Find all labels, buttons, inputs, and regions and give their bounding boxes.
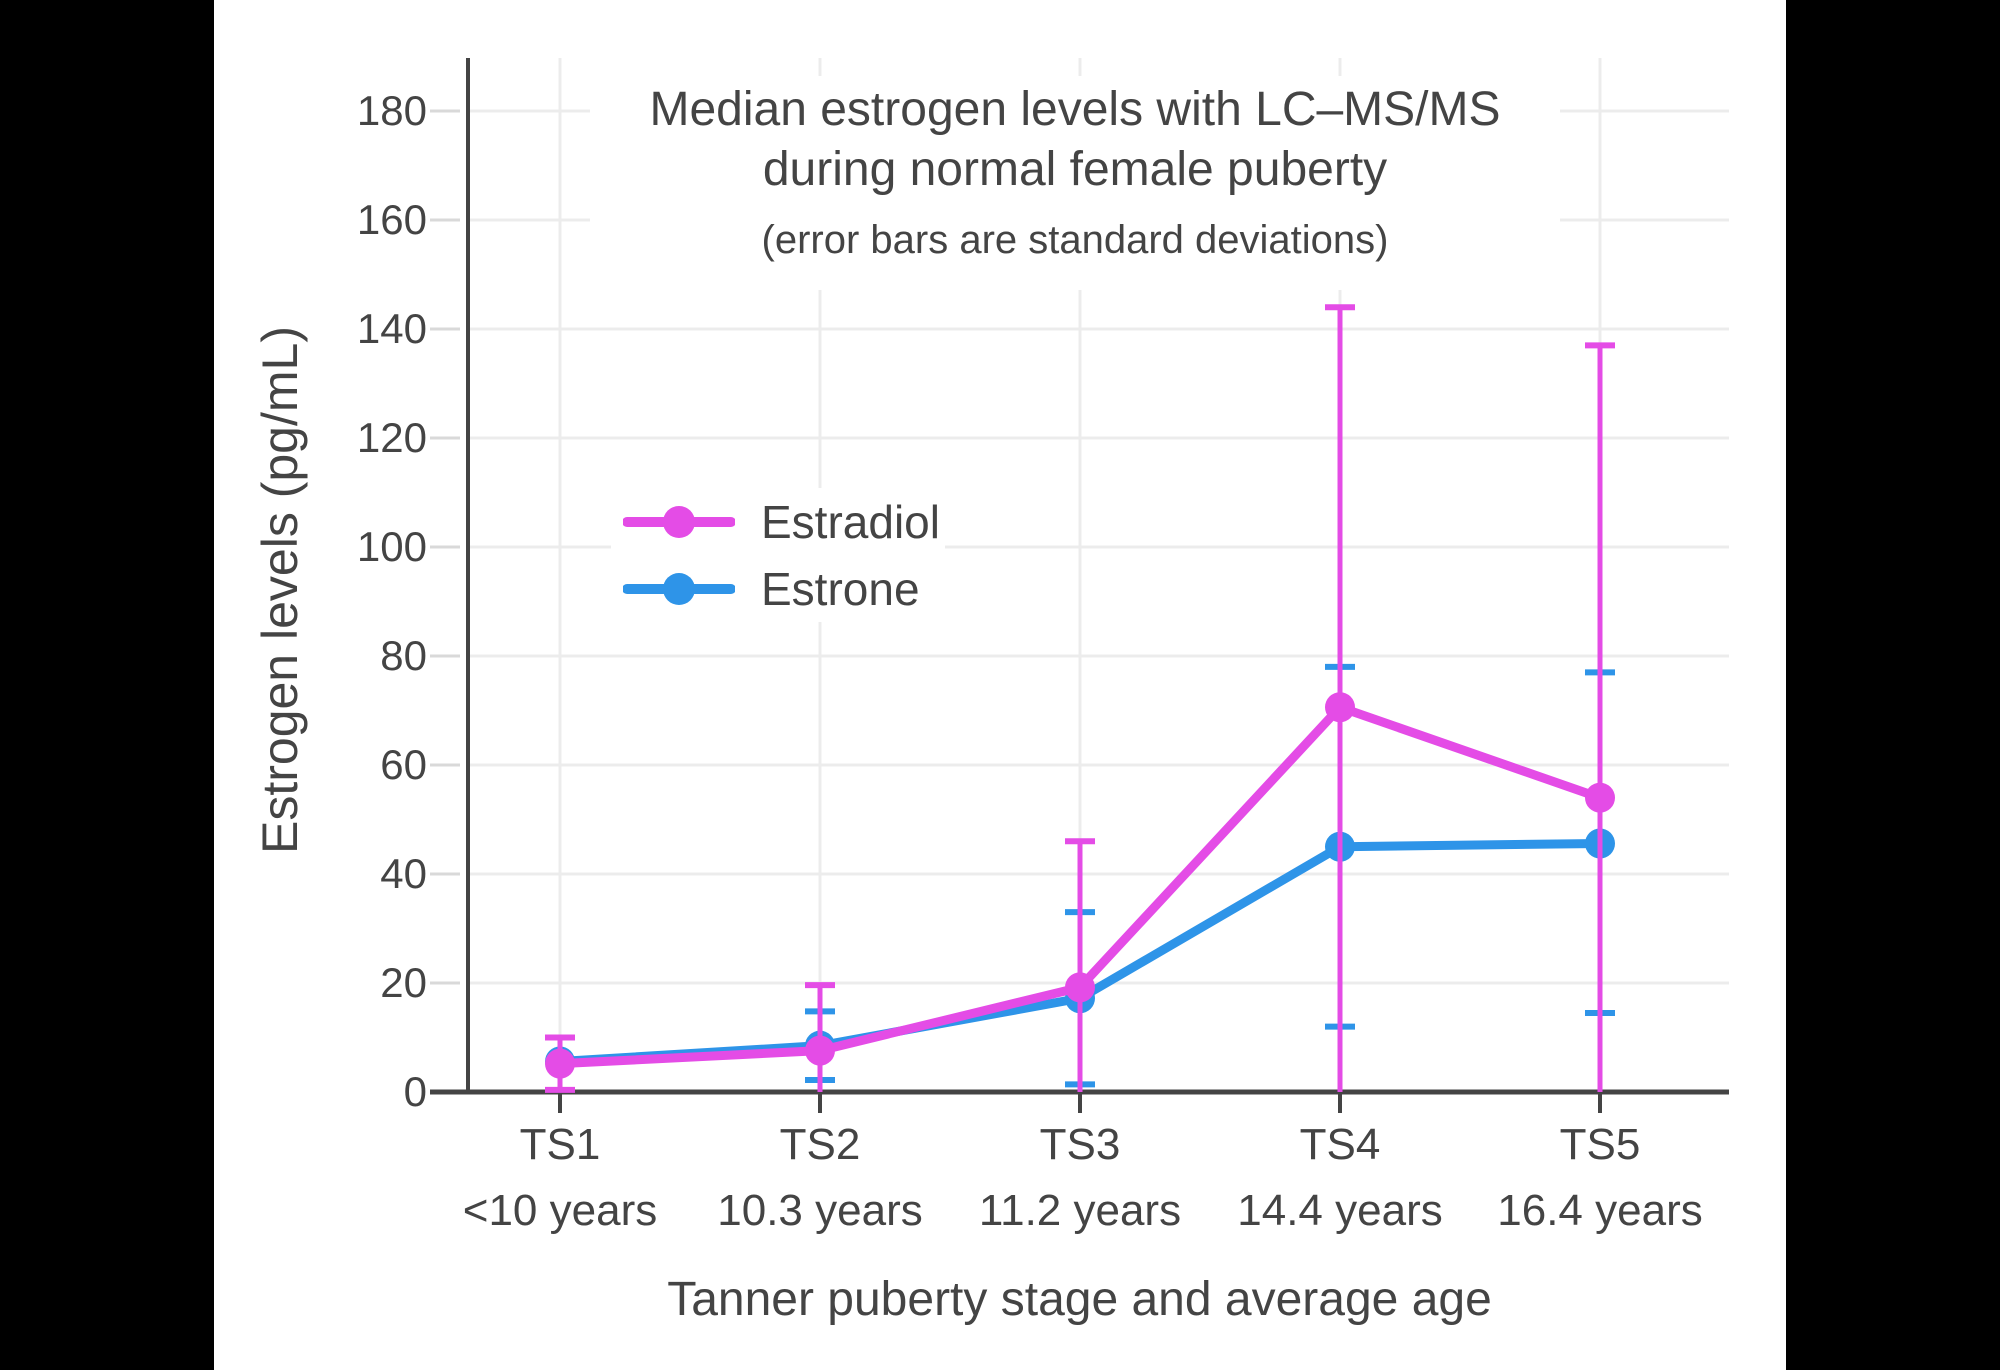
y-tick-label-140: 140 bbox=[356, 305, 427, 352]
data-point-estradiol-TS4[interactable] bbox=[1325, 692, 1355, 723]
legend-marker-estradiol bbox=[663, 505, 695, 538]
chart-title-block: Median estrogen levels with LC–MS/MS dur… bbox=[590, 76, 1560, 290]
legend-item-estrone[interactable]: Estrone bbox=[611, 555, 945, 622]
legend: Estradiol Estrone bbox=[611, 488, 945, 622]
legend-sample-estrone bbox=[623, 572, 735, 605]
data-point-estradiol-TS3[interactable] bbox=[1065, 972, 1095, 1003]
x-age-label-TS4: 14.4 years bbox=[1237, 1186, 1443, 1235]
x-tick-label-TS3: TS3 bbox=[1039, 1120, 1121, 1169]
x-tick-label-TS4: TS4 bbox=[1299, 1120, 1381, 1169]
data-point-estradiol-TS5[interactable] bbox=[1585, 782, 1615, 813]
y-tick-label-60: 60 bbox=[380, 741, 427, 788]
y-tick-label-0: 0 bbox=[403, 1068, 427, 1115]
x-tick-label-TS5: TS5 bbox=[1559, 1120, 1641, 1169]
y-tick-label-100: 100 bbox=[356, 523, 427, 570]
y-tick-label-40: 40 bbox=[380, 850, 427, 897]
y-tick-label-120: 120 bbox=[356, 414, 427, 461]
y-tick-label-80: 80 bbox=[380, 632, 427, 679]
y-tick-label-160: 160 bbox=[356, 196, 427, 243]
legend-sample-estradiol bbox=[623, 505, 735, 538]
x-age-label-TS3: 11.2 years bbox=[978, 1186, 1182, 1235]
legend-label-estrone: Estrone bbox=[761, 562, 920, 615]
y-tick-label-20: 20 bbox=[380, 959, 427, 1006]
legend-label-estradiol: Estradiol bbox=[761, 495, 940, 548]
x-tick-label-TS1: TS1 bbox=[519, 1120, 601, 1169]
x-age-label-TS1: <10 years bbox=[462, 1186, 658, 1235]
data-point-estradiol-TS2[interactable] bbox=[805, 1035, 835, 1066]
legend-item-estradiol[interactable]: Estradiol bbox=[611, 488, 945, 555]
series-estradiol bbox=[545, 304, 1615, 1093]
chart-panel: Median estrogen levels with LC–MS/MS dur… bbox=[214, 0, 1786, 1370]
data-point-estradiol-TS1[interactable] bbox=[545, 1048, 575, 1079]
x-age-label-TS5: 16.4 years bbox=[1497, 1186, 1703, 1235]
chart-title-line2: during normal female puberty bbox=[762, 143, 1388, 196]
y-tick-label-180: 180 bbox=[356, 87, 427, 134]
legend-marker-estrone bbox=[663, 572, 695, 605]
x-age-label-TS2: 10.3 years bbox=[717, 1186, 923, 1235]
x-axis-title: Tanner puberty stage and average age bbox=[667, 1273, 1492, 1326]
x-tick-label-TS2: TS2 bbox=[779, 1120, 861, 1169]
chart-subtitle: (error bars are standard deviations) bbox=[761, 218, 1389, 262]
chart-title-line1: Median estrogen levels with LC–MS/MS bbox=[649, 83, 1501, 136]
